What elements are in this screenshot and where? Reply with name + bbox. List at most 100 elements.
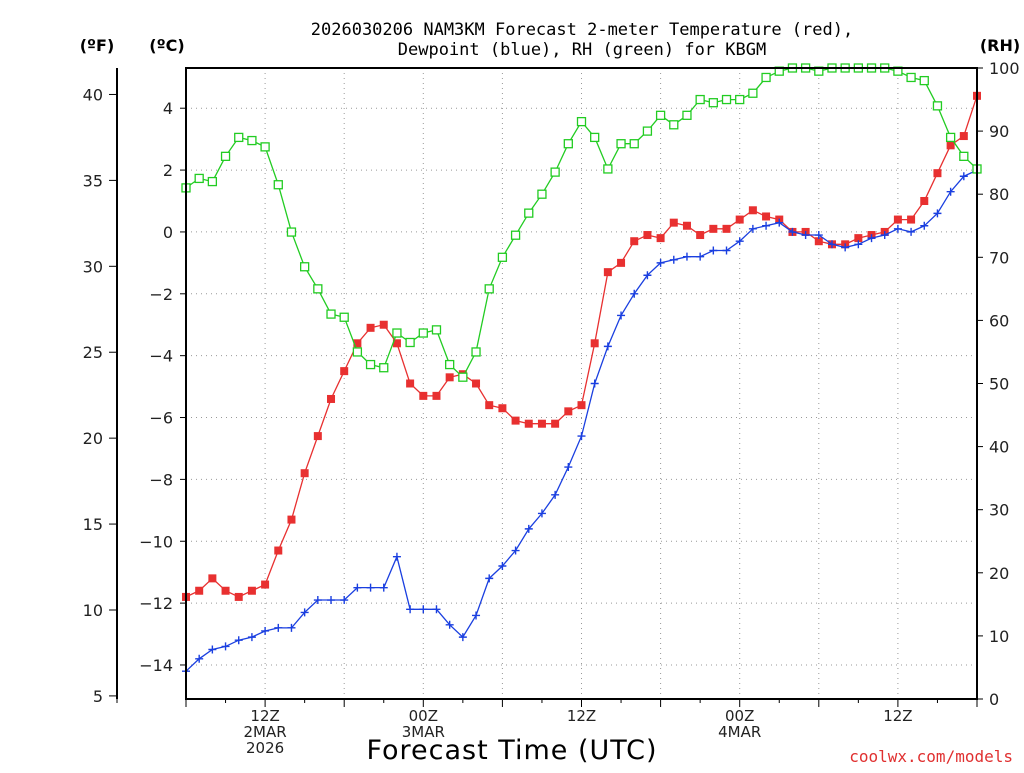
fahrenheit-tick-label: 5 xyxy=(93,687,103,706)
temperature-point xyxy=(208,574,217,583)
dewpoint-point xyxy=(669,255,678,264)
fahrenheit-unit-label: (ºF) xyxy=(80,36,115,55)
rh-tick-label: 90 xyxy=(989,122,1009,141)
dewpoint-point xyxy=(392,552,401,561)
dewpoint-point xyxy=(867,234,876,243)
temperature-point xyxy=(669,218,678,227)
temperature-point xyxy=(432,391,441,400)
rh-point xyxy=(418,328,428,338)
rh-point xyxy=(273,180,283,190)
temperature-point xyxy=(854,234,863,243)
credit-link[interactable]: coolwx.com/models xyxy=(849,747,1013,766)
rh-point xyxy=(405,337,415,348)
rh-point xyxy=(603,164,613,174)
dewpoint-point xyxy=(445,620,454,629)
x-tick-label: 00Z xyxy=(725,707,754,725)
dewpoint-point xyxy=(682,252,691,261)
temperature-point xyxy=(419,391,428,400)
temperature-point xyxy=(617,258,626,267)
temperature-point xyxy=(590,339,599,348)
rh-point xyxy=(945,132,956,143)
rh-tick-label: 70 xyxy=(989,248,1009,267)
dewpoint-point xyxy=(340,596,349,605)
x-axis-title: Forecast Time (UTC) xyxy=(366,735,657,766)
celsius-tick-label: −2 xyxy=(149,285,173,304)
dewpoint-point xyxy=(920,221,929,230)
dewpoint-point xyxy=(617,311,626,320)
temperature-point xyxy=(907,215,916,224)
rh-point xyxy=(550,167,560,177)
dewpoint-point xyxy=(379,583,388,592)
rh-point xyxy=(379,363,389,373)
dewpoint-point xyxy=(472,611,481,620)
rh-tick-label: 0 xyxy=(989,690,999,709)
rh-point xyxy=(524,208,534,218)
rh-point xyxy=(339,312,349,322)
rh-point xyxy=(576,116,587,127)
temperature-point xyxy=(327,394,336,403)
fahrenheit-tick-label: 30 xyxy=(83,257,103,276)
x-tick-label: 12Z xyxy=(250,707,279,725)
rh-point xyxy=(365,359,376,370)
dewpoint-point xyxy=(353,583,362,592)
rh-tick-label: 60 xyxy=(989,311,1009,330)
rh-point xyxy=(761,72,771,83)
temperature-point xyxy=(643,231,652,240)
rh-point xyxy=(299,262,310,272)
temperature-point xyxy=(221,586,230,595)
rh-point xyxy=(669,120,679,130)
gridlines xyxy=(186,68,977,699)
temperature-point xyxy=(234,592,243,601)
dewpoint-point xyxy=(643,271,652,280)
celsius-unit-label: (ºC) xyxy=(149,36,184,55)
temperature-point xyxy=(630,237,639,246)
temperature-point xyxy=(709,224,718,233)
dewpoint-point xyxy=(577,432,586,441)
temperature-point xyxy=(287,515,296,524)
rh-point xyxy=(682,110,692,120)
temperature-point xyxy=(313,432,322,441)
fahrenheit-tick-label: 25 xyxy=(83,343,103,362)
rh-point xyxy=(458,372,468,382)
temperature-point xyxy=(406,379,415,388)
rh-tick-label: 80 xyxy=(989,185,1009,204)
dewpoint-point xyxy=(234,636,243,645)
dewpoint-point xyxy=(735,237,744,246)
temperature-point xyxy=(603,268,612,277)
temperature-point xyxy=(498,404,507,413)
dewpoint-point xyxy=(893,224,902,233)
rh-point xyxy=(313,284,323,294)
temperature-point xyxy=(933,169,942,178)
rh-point xyxy=(260,142,270,152)
dewpoint-point xyxy=(300,608,309,617)
temperature-point xyxy=(762,212,771,221)
x-tick-label: 3MAR xyxy=(402,723,445,741)
dewpoint-point xyxy=(537,509,546,518)
rh-point xyxy=(497,252,508,262)
dewpoint-point xyxy=(287,623,296,632)
fahrenheit-tick-label: 35 xyxy=(83,171,103,190)
dewpoint-point xyxy=(933,209,942,218)
rh-point xyxy=(616,139,626,149)
dewpoint-point xyxy=(854,240,863,249)
celsius-tick-label: −14 xyxy=(139,656,173,675)
dewpoint-point xyxy=(327,596,336,605)
rh-point xyxy=(484,284,494,294)
temperature-point xyxy=(261,580,270,589)
dewpoint-point xyxy=(801,231,810,240)
rh-point xyxy=(194,173,204,184)
celsius-tick-label: −12 xyxy=(139,594,173,613)
rh-point xyxy=(471,347,481,357)
temperature-point xyxy=(274,546,283,555)
temperature-point xyxy=(748,206,757,215)
rh-point xyxy=(748,88,758,98)
rh-point xyxy=(392,328,402,338)
dewpoint-point xyxy=(946,187,955,196)
celsius-tick-label: −8 xyxy=(149,470,173,489)
dewpoint-point xyxy=(722,246,731,255)
rh-point xyxy=(510,230,521,240)
dewpoint-point xyxy=(524,524,533,533)
axes-layer: −14−12−10−8−6−4−202412Z2MAR202600Z3MAR12… xyxy=(83,59,1020,757)
temperature-point xyxy=(340,367,349,376)
